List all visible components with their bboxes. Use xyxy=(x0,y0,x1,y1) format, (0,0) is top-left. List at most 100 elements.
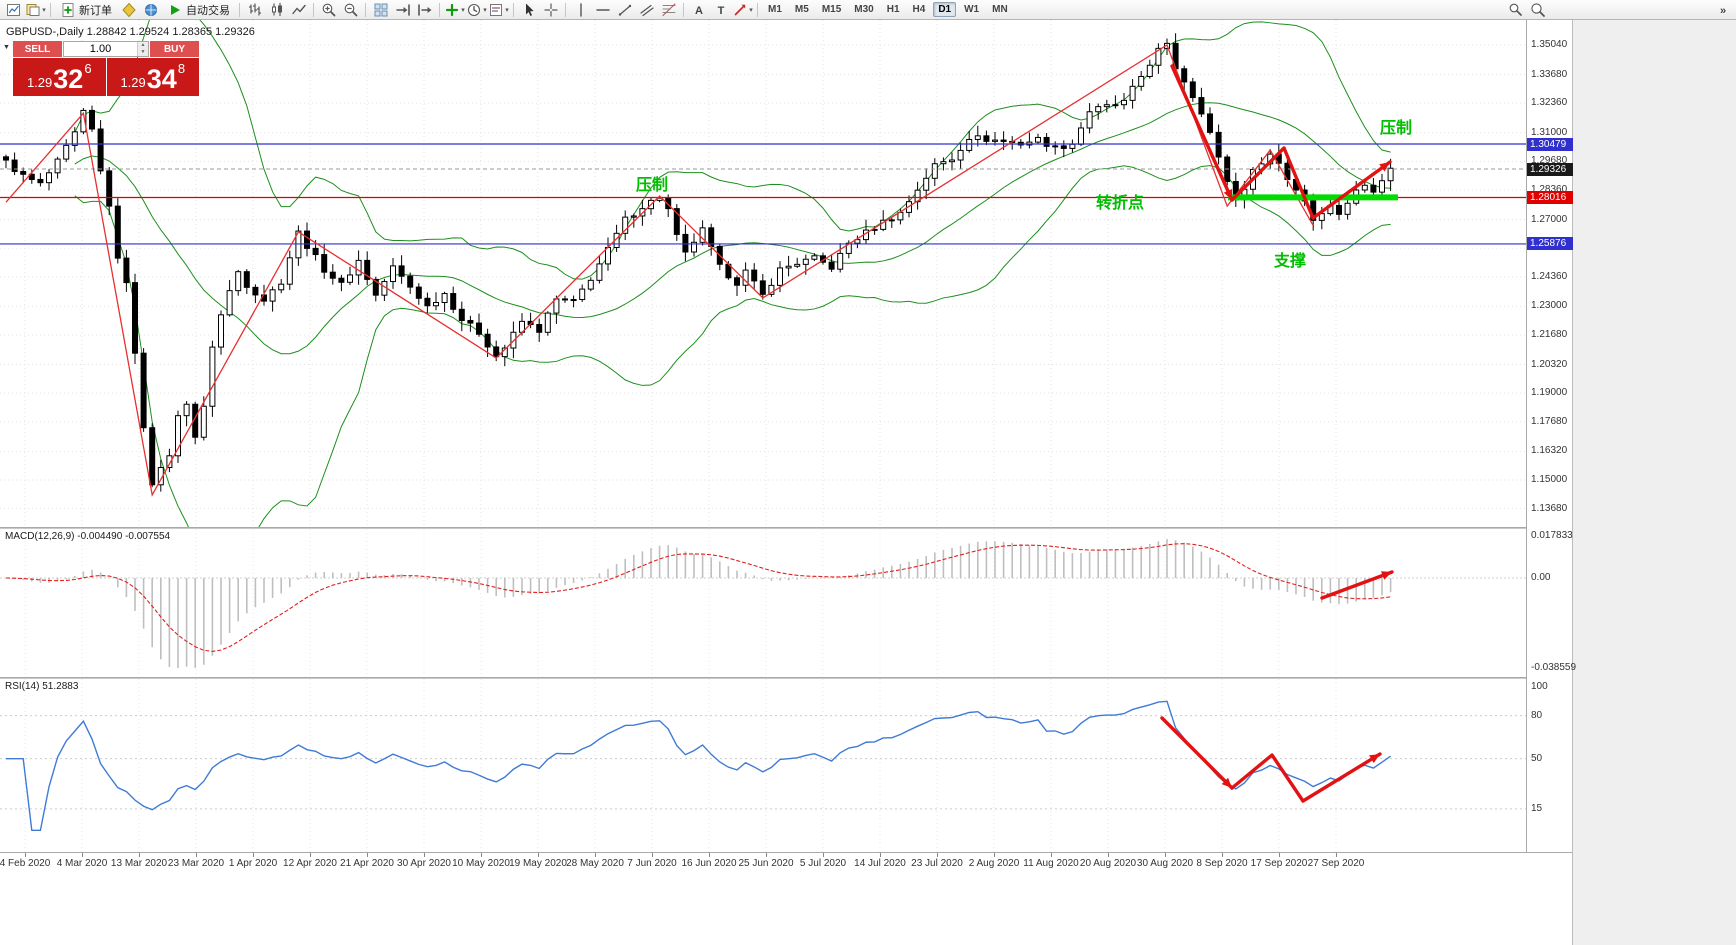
annotation-label[interactable]: 压制 xyxy=(1380,119,1412,137)
rsi-canvas[interactable] xyxy=(0,679,1526,852)
autotrading-button[interactable]: 自动交易 xyxy=(162,1,235,18)
one-click-trading-panel: SELL 1.00 ▲ ▼ BUY 1.29 32 6 1.29 34 8 xyxy=(13,41,199,96)
templates-glyph-icon xyxy=(490,3,503,16)
date-label: 2 Aug 2020 xyxy=(968,858,1020,869)
trend-arrow[interactable] xyxy=(1160,716,1234,790)
text-icon[interactable]: A xyxy=(688,1,709,18)
date-label: 20 Aug 2020 xyxy=(1079,858,1137,869)
date-label: 16 Jun 2020 xyxy=(681,858,737,869)
time-axis[interactable]: 4 Feb 2020 4 Mar 2020 13 Mar 2020 23 Mar 20… xyxy=(0,852,1572,872)
timeframe-m5-button[interactable]: M5 xyxy=(794,4,809,15)
price-axis[interactable]: 1.35040 1.33680 1.32360 1.31000 1.29680 1.283… xyxy=(1526,20,1576,852)
new-chart-icon[interactable] xyxy=(3,1,24,18)
new-order-button[interactable]: 新订单 xyxy=(55,1,117,18)
time-tick xyxy=(1221,853,1223,857)
time-tick xyxy=(138,853,140,857)
chart-window[interactable]: 压制 压制 转折点 支撑 GBPUSD-,Daily 1.28842 1.29524 … xyxy=(0,20,1576,945)
timeframe-w1-button[interactable]: W1 xyxy=(964,4,980,15)
magnifier-large-icon[interactable] xyxy=(1527,1,1548,18)
annotation-label[interactable]: 转折点 xyxy=(1096,193,1144,212)
trendline-icon[interactable] xyxy=(614,1,635,18)
one-click-collapse-icon[interactable]: ▼ xyxy=(3,44,10,51)
volume-increase-button[interactable]: ▲ xyxy=(138,42,148,49)
macd-histogram xyxy=(13,539,1392,668)
cursor-icon[interactable] xyxy=(518,1,539,18)
auto-scroll-glyph-icon xyxy=(395,3,410,16)
timeframe-d1-button[interactable]: D1 xyxy=(933,2,957,17)
channel-icon[interactable] xyxy=(636,1,657,18)
annotation-label[interactable]: 支撑 xyxy=(1273,251,1306,270)
volume-decrease-button[interactable]: ▼ xyxy=(138,49,148,56)
sell-price-button[interactable]: 1.29 32 6 xyxy=(13,58,106,96)
trend-arrow[interactable] xyxy=(1230,753,1305,803)
price-tag-1.29326: 1.29326 xyxy=(1527,162,1573,176)
date-label: 27 Sep 2020 xyxy=(1307,858,1365,869)
auto-scroll-icon[interactable] xyxy=(392,1,413,18)
crosshair-icon[interactable] xyxy=(540,1,561,18)
panel-separator[interactable] xyxy=(0,527,1572,529)
community-icon[interactable] xyxy=(140,1,161,18)
bar-chart-icon[interactable] xyxy=(244,1,265,18)
date-label: 11 Aug 2020 xyxy=(1023,858,1079,869)
timeframe-m15-button[interactable]: M15 xyxy=(821,4,842,15)
timeframe-m1-button[interactable]: M1 xyxy=(768,4,782,15)
date-label: 12 Apr 2020 xyxy=(283,858,337,869)
horizontal-line-icon[interactable] xyxy=(592,1,613,18)
time-tick xyxy=(480,853,482,857)
date-label: 5 Jul 2020 xyxy=(799,858,847,869)
zoom-in-icon[interactable] xyxy=(318,1,339,18)
timeframe-m30-button[interactable]: M30 xyxy=(854,4,874,15)
bollinger-bands xyxy=(74,20,1391,527)
panel-separator[interactable] xyxy=(0,677,1572,679)
text-glyph-icon: A xyxy=(695,5,703,17)
timeframe-h1-button[interactable]: H1 xyxy=(886,4,900,15)
price-tick-label: 1.17680 xyxy=(1531,415,1568,427)
text-label-icon[interactable]: T xyxy=(710,1,731,18)
price-tick-label: 1.24360 xyxy=(1531,270,1568,282)
magnifier-small-glyph-icon xyxy=(1509,3,1522,16)
zoom-out-icon[interactable] xyxy=(340,1,361,18)
caret-down-icon: ▾ xyxy=(505,6,509,14)
rsi-label: RSI(14) 51.2883 xyxy=(5,681,79,692)
indicators-icon[interactable]: ▾ xyxy=(444,1,465,18)
magnifier-small-icon[interactable] xyxy=(1505,1,1526,18)
toolbar-overflow-icon[interactable]: » xyxy=(1712,1,1733,18)
templates-icon[interactable]: ▾ xyxy=(488,1,509,18)
timeframe-mn-button[interactable]: MN xyxy=(992,4,1008,15)
time-tick xyxy=(822,853,824,857)
metaeditor-icon[interactable] xyxy=(118,1,139,18)
chart-shift-icon[interactable] xyxy=(414,1,435,18)
profiles-icon[interactable]: ▾ xyxy=(25,1,46,18)
time-tick xyxy=(936,853,938,857)
caret-down-icon: ▾ xyxy=(483,6,487,14)
profiles-glyph-icon xyxy=(26,3,40,16)
toolbar: ▾ 新订单 自动交易 ▾ ▾ ▾ A T ▾ M1 M5 M15 M30 H1 H4 D1 W1 MN » xyxy=(0,0,1736,20)
macd-canvas[interactable] xyxy=(0,529,1526,677)
volume-input[interactable]: 1.00 ▲ ▼ xyxy=(63,41,149,57)
trend-arrow[interactable] xyxy=(1230,146,1315,220)
sell-price-big: 32 xyxy=(53,64,84,94)
macd-scale-label: 0.017833 xyxy=(1531,530,1573,541)
sell-button[interactable]: SELL xyxy=(13,41,62,57)
fibonacci-icon[interactable] xyxy=(658,1,679,18)
arrows-icon[interactable]: ▾ xyxy=(732,1,753,18)
vertical-line-icon[interactable] xyxy=(570,1,591,18)
trend-arrow[interactable] xyxy=(1320,570,1394,600)
trend-arrow[interactable] xyxy=(1311,160,1392,220)
price-tag-1.28016: 1.28016 xyxy=(1527,190,1573,204)
candle-chart-icon[interactable] xyxy=(266,1,287,18)
periods-icon[interactable]: ▾ xyxy=(466,1,487,18)
trend-arrow[interactable] xyxy=(1301,752,1382,803)
buy-button[interactable]: BUY xyxy=(150,41,199,57)
timeframe-h4-button[interactable]: H4 xyxy=(912,4,926,15)
toolbar-divider xyxy=(757,2,758,17)
tile-windows-icon[interactable] xyxy=(370,1,391,18)
annotation-label[interactable]: 压制 xyxy=(636,176,668,194)
buy-price-sup: 8 xyxy=(177,61,186,76)
trend-arrow[interactable] xyxy=(1170,64,1234,202)
line-chart-icon[interactable] xyxy=(288,1,309,18)
zigzag-line[interactable] xyxy=(5,44,1314,497)
buy-price-button[interactable]: 1.29 34 8 xyxy=(106,58,199,96)
zoom-out-glyph-icon xyxy=(344,3,357,16)
